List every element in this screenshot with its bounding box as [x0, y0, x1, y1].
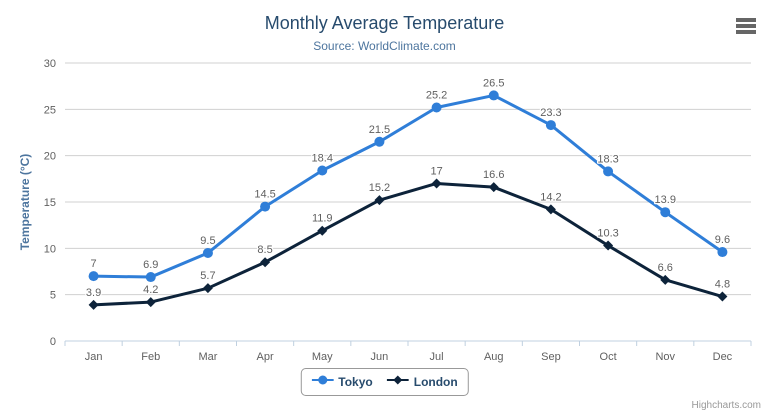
tokyo-series-marker-icon	[311, 373, 334, 391]
data-label: 14.2	[540, 191, 561, 203]
data-label: 18.3	[597, 153, 618, 165]
data-point[interactable]	[545, 204, 556, 215]
x-tick-label: Jun	[371, 351, 389, 363]
data-label: 3.9	[86, 287, 101, 299]
data-label: 14.5	[254, 189, 275, 201]
data-label: 10.3	[597, 228, 618, 240]
data-point[interactable]	[88, 299, 99, 310]
y-tick-label: 10	[44, 243, 56, 255]
data-point[interactable]	[717, 291, 728, 302]
credits-link[interactable]: Highcharts.com	[691, 400, 761, 411]
data-label: 23.3	[540, 107, 561, 119]
series-london[interactable]: 3.9 4.2 5.7 8.5 11.9 15.2 17 16.6 14.2 10.3 6.6 4.8	[85, 164, 731, 310]
data-point[interactable]	[545, 120, 556, 131]
data-point[interactable]	[88, 271, 99, 282]
data-point[interactable]	[145, 297, 156, 308]
data-label: 5.7	[200, 270, 215, 282]
data-point[interactable]	[374, 136, 385, 147]
series-tokyo[interactable]: 7 6.9 9.5 14.5 18.4 21.5 25.2 26.5 23.3 18.3 13.9 9…	[88, 76, 731, 283]
x-tick-label: Sep	[541, 351, 561, 363]
data-point[interactable]	[145, 272, 156, 283]
data-point[interactable]	[488, 182, 499, 193]
data-label: 15.2	[369, 182, 390, 194]
legend: Tokyo London	[300, 368, 469, 396]
x-tick-label: Jul	[430, 351, 444, 363]
data-label: 4.8	[715, 279, 730, 291]
x-tick-label: Oct	[600, 351, 617, 363]
data-point[interactable]	[374, 195, 385, 206]
data-label: 11.9	[312, 213, 333, 225]
data-label: 18.4	[312, 152, 333, 164]
x-tick-label: Jan	[85, 351, 103, 363]
chart-title: Monthly Average Temperature	[264, 13, 505, 33]
data-point[interactable]	[488, 90, 499, 101]
data-label: 4.2	[143, 284, 158, 296]
legend-item-london[interactable]: London	[386, 373, 458, 391]
x-tick-label: Feb	[141, 351, 160, 363]
data-label: 9.5	[200, 235, 215, 247]
x-tick-label: Apr	[257, 351, 274, 363]
y-tick-label: 20	[44, 151, 56, 163]
x-tick-label: Aug	[484, 351, 504, 363]
y-tick-label: 30	[44, 58, 56, 70]
legend-item-tokyo[interactable]: Tokyo	[311, 373, 373, 391]
data-point[interactable]	[717, 247, 728, 258]
data-label: 25.2	[426, 89, 447, 101]
y-tick-label: 25	[44, 104, 56, 116]
data-label: 16.6	[483, 169, 504, 181]
data-label: 7	[91, 258, 97, 270]
data-point[interactable]	[603, 166, 614, 177]
data-label: 6.9	[143, 259, 158, 271]
london-series-marker-icon	[386, 373, 409, 391]
data-point[interactable]	[431, 102, 442, 113]
x-tick-label: Dec	[713, 351, 733, 363]
data-point[interactable]	[660, 207, 671, 218]
y-tick-label: 15	[44, 197, 56, 209]
data-label: 17	[430, 165, 442, 177]
data-point[interactable]	[431, 178, 442, 189]
data-point[interactable]	[317, 225, 328, 236]
legend-label-london: London	[413, 375, 458, 389]
data-point[interactable]	[202, 283, 213, 294]
x-tick-label: May	[312, 351, 333, 363]
data-point[interactable]	[260, 201, 271, 212]
x-tick-label: Mar	[198, 351, 217, 363]
data-point[interactable]	[660, 274, 671, 285]
data-label: 9.6	[715, 234, 730, 246]
data-point[interactable]	[202, 247, 213, 258]
chart-subtitle: Source: WorldClimate.com	[313, 39, 456, 53]
data-label: 8.5	[257, 244, 272, 256]
data-label: 6.6	[658, 262, 673, 274]
data-label: 21.5	[369, 124, 390, 136]
x-tick-label: Nov	[655, 351, 675, 363]
hamburger-menu-icon[interactable]	[734, 16, 758, 36]
data-label: 13.9	[655, 194, 676, 206]
legend-label-tokyo: Tokyo	[338, 375, 373, 389]
data-label: 26.5	[483, 77, 504, 89]
data-point[interactable]	[260, 257, 271, 268]
data-point[interactable]	[603, 240, 614, 251]
y-tick-label: 5	[50, 290, 56, 302]
data-point[interactable]	[317, 165, 328, 176]
y-tick-label: 0	[50, 336, 56, 348]
